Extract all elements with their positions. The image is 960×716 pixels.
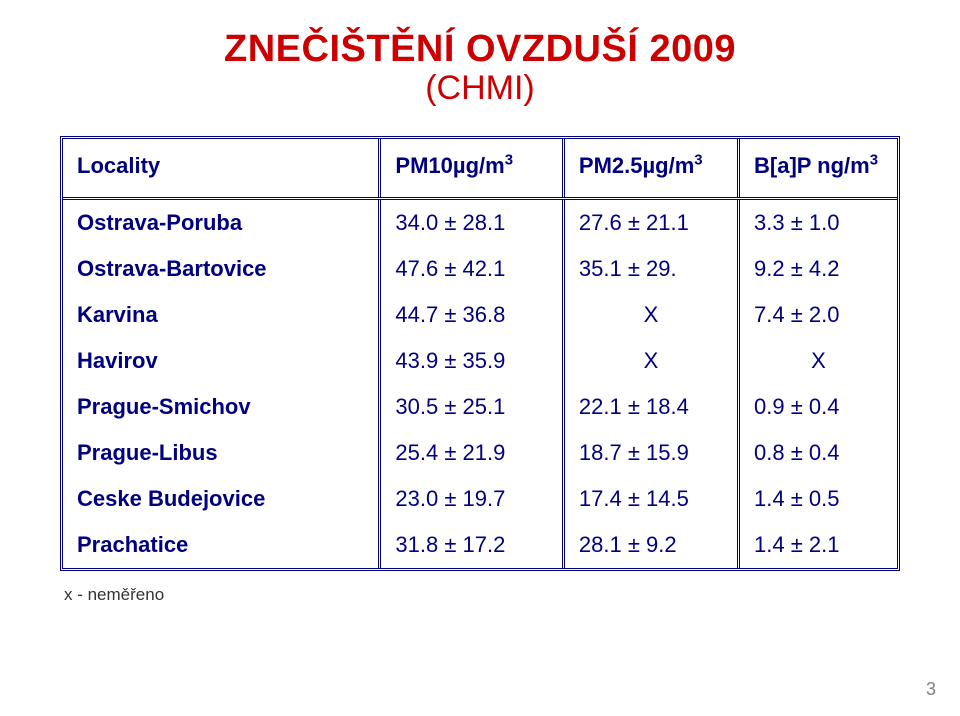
cell-locality: Prague-Libus: [63, 430, 380, 476]
col-label: PM2.5: [579, 153, 643, 178]
col-unit: µg/m: [642, 153, 694, 178]
cell-locality: Havirov: [63, 338, 380, 384]
cell-pm10: 47.6 ± 42.1: [380, 246, 563, 292]
cell-pm25: 18.7 ± 15.9: [563, 430, 738, 476]
col-label: B[a]P ng/m: [754, 153, 870, 178]
col-label: PM10: [395, 153, 452, 178]
cell-bap: 1.4 ± 2.1: [739, 522, 897, 568]
col-pm10: PM10µg/m3: [380, 139, 563, 199]
cell-pm10: 30.5 ± 25.1: [380, 384, 563, 430]
table-header-row: Locality PM10µg/m3 PM2.5µg/m3 B[a]P ng/m…: [63, 139, 897, 199]
cell-pm25: 17.4 ± 14.5: [563, 476, 738, 522]
cell-pm25: 28.1 ± 9.2: [563, 522, 738, 568]
col-unit: µg/m: [453, 153, 505, 178]
cell-pm10: 25.4 ± 21.9: [380, 430, 563, 476]
col-sup: 3: [505, 152, 513, 169]
table-body: Ostrava-Poruba34.0 ± 28.127.6 ± 21.13.3 …: [63, 199, 897, 569]
table-row: Prague-Smichov30.5 ± 25.122.1 ± 18.40.9 …: [63, 384, 897, 430]
cell-bap: 7.4 ± 2.0: [739, 292, 897, 338]
cell-bap: 1.4 ± 0.5: [739, 476, 897, 522]
cell-pm25: X: [563, 338, 738, 384]
cell-locality: Ostrava-Bartovice: [63, 246, 380, 292]
table-row: Ostrava-Bartovice47.6 ± 42.135.1 ± 29.9.…: [63, 246, 897, 292]
cell-bap: 9.2 ± 4.2: [739, 246, 897, 292]
col-locality: Locality: [63, 139, 380, 199]
cell-pm25: X: [563, 292, 738, 338]
cell-bap: 3.3 ± 1.0: [739, 199, 897, 247]
cell-locality: Prague-Smichov: [63, 384, 380, 430]
cell-bap: 0.8 ± 0.4: [739, 430, 897, 476]
col-pm25: PM2.5µg/m3: [563, 139, 738, 199]
col-sup: 3: [870, 152, 878, 169]
table-row: Karvina44.7 ± 36.8X7.4 ± 2.0: [63, 292, 897, 338]
data-table-wrapper: Locality PM10µg/m3 PM2.5µg/m3 B[a]P ng/m…: [60, 136, 900, 571]
cell-pm10: 43.9 ± 35.9: [380, 338, 563, 384]
col-label: Locality: [77, 153, 160, 178]
slide: ZNEČIŠTĚNÍ OVZDUŠÍ 2009 (CHMI) Locality …: [0, 0, 960, 716]
cell-pm25: 22.1 ± 18.4: [563, 384, 738, 430]
cell-locality: Prachatice: [63, 522, 380, 568]
cell-locality: Ostrava-Poruba: [63, 199, 380, 247]
table-row: Ostrava-Poruba34.0 ± 28.127.6 ± 21.13.3 …: [63, 199, 897, 247]
cell-locality: Ceske Budejovice: [63, 476, 380, 522]
cell-pm10: 23.0 ± 19.7: [380, 476, 563, 522]
table-row: Ceske Budejovice23.0 ± 19.717.4 ± 14.51.…: [63, 476, 897, 522]
data-table: Locality PM10µg/m3 PM2.5µg/m3 B[a]P ng/m…: [63, 139, 897, 568]
cell-pm10: 31.8 ± 17.2: [380, 522, 563, 568]
cell-bap: X: [739, 338, 897, 384]
cell-pm10: 34.0 ± 28.1: [380, 199, 563, 247]
table-row: Prachatice31.8 ± 17.228.1 ± 9.21.4 ± 2.1: [63, 522, 897, 568]
page-number: 3: [926, 679, 936, 700]
title-line2: (CHMI): [60, 69, 900, 108]
title-block: ZNEČIŠTĚNÍ OVZDUŠÍ 2009 (CHMI): [60, 28, 900, 108]
cell-bap: 0.9 ± 0.4: [739, 384, 897, 430]
footnote: x - neměřeno: [60, 585, 900, 605]
cell-pm10: 44.7 ± 36.8: [380, 292, 563, 338]
col-bap: B[a]P ng/m3: [739, 139, 897, 199]
col-sup: 3: [694, 152, 702, 169]
cell-locality: Karvina: [63, 292, 380, 338]
cell-pm25: 35.1 ± 29.: [563, 246, 738, 292]
table-row: Prague-Libus25.4 ± 21.918.7 ± 15.90.8 ± …: [63, 430, 897, 476]
table-row: Havirov43.9 ± 35.9XX: [63, 338, 897, 384]
cell-pm25: 27.6 ± 21.1: [563, 199, 738, 247]
title-line1: ZNEČIŠTĚNÍ OVZDUŠÍ 2009: [60, 28, 900, 71]
